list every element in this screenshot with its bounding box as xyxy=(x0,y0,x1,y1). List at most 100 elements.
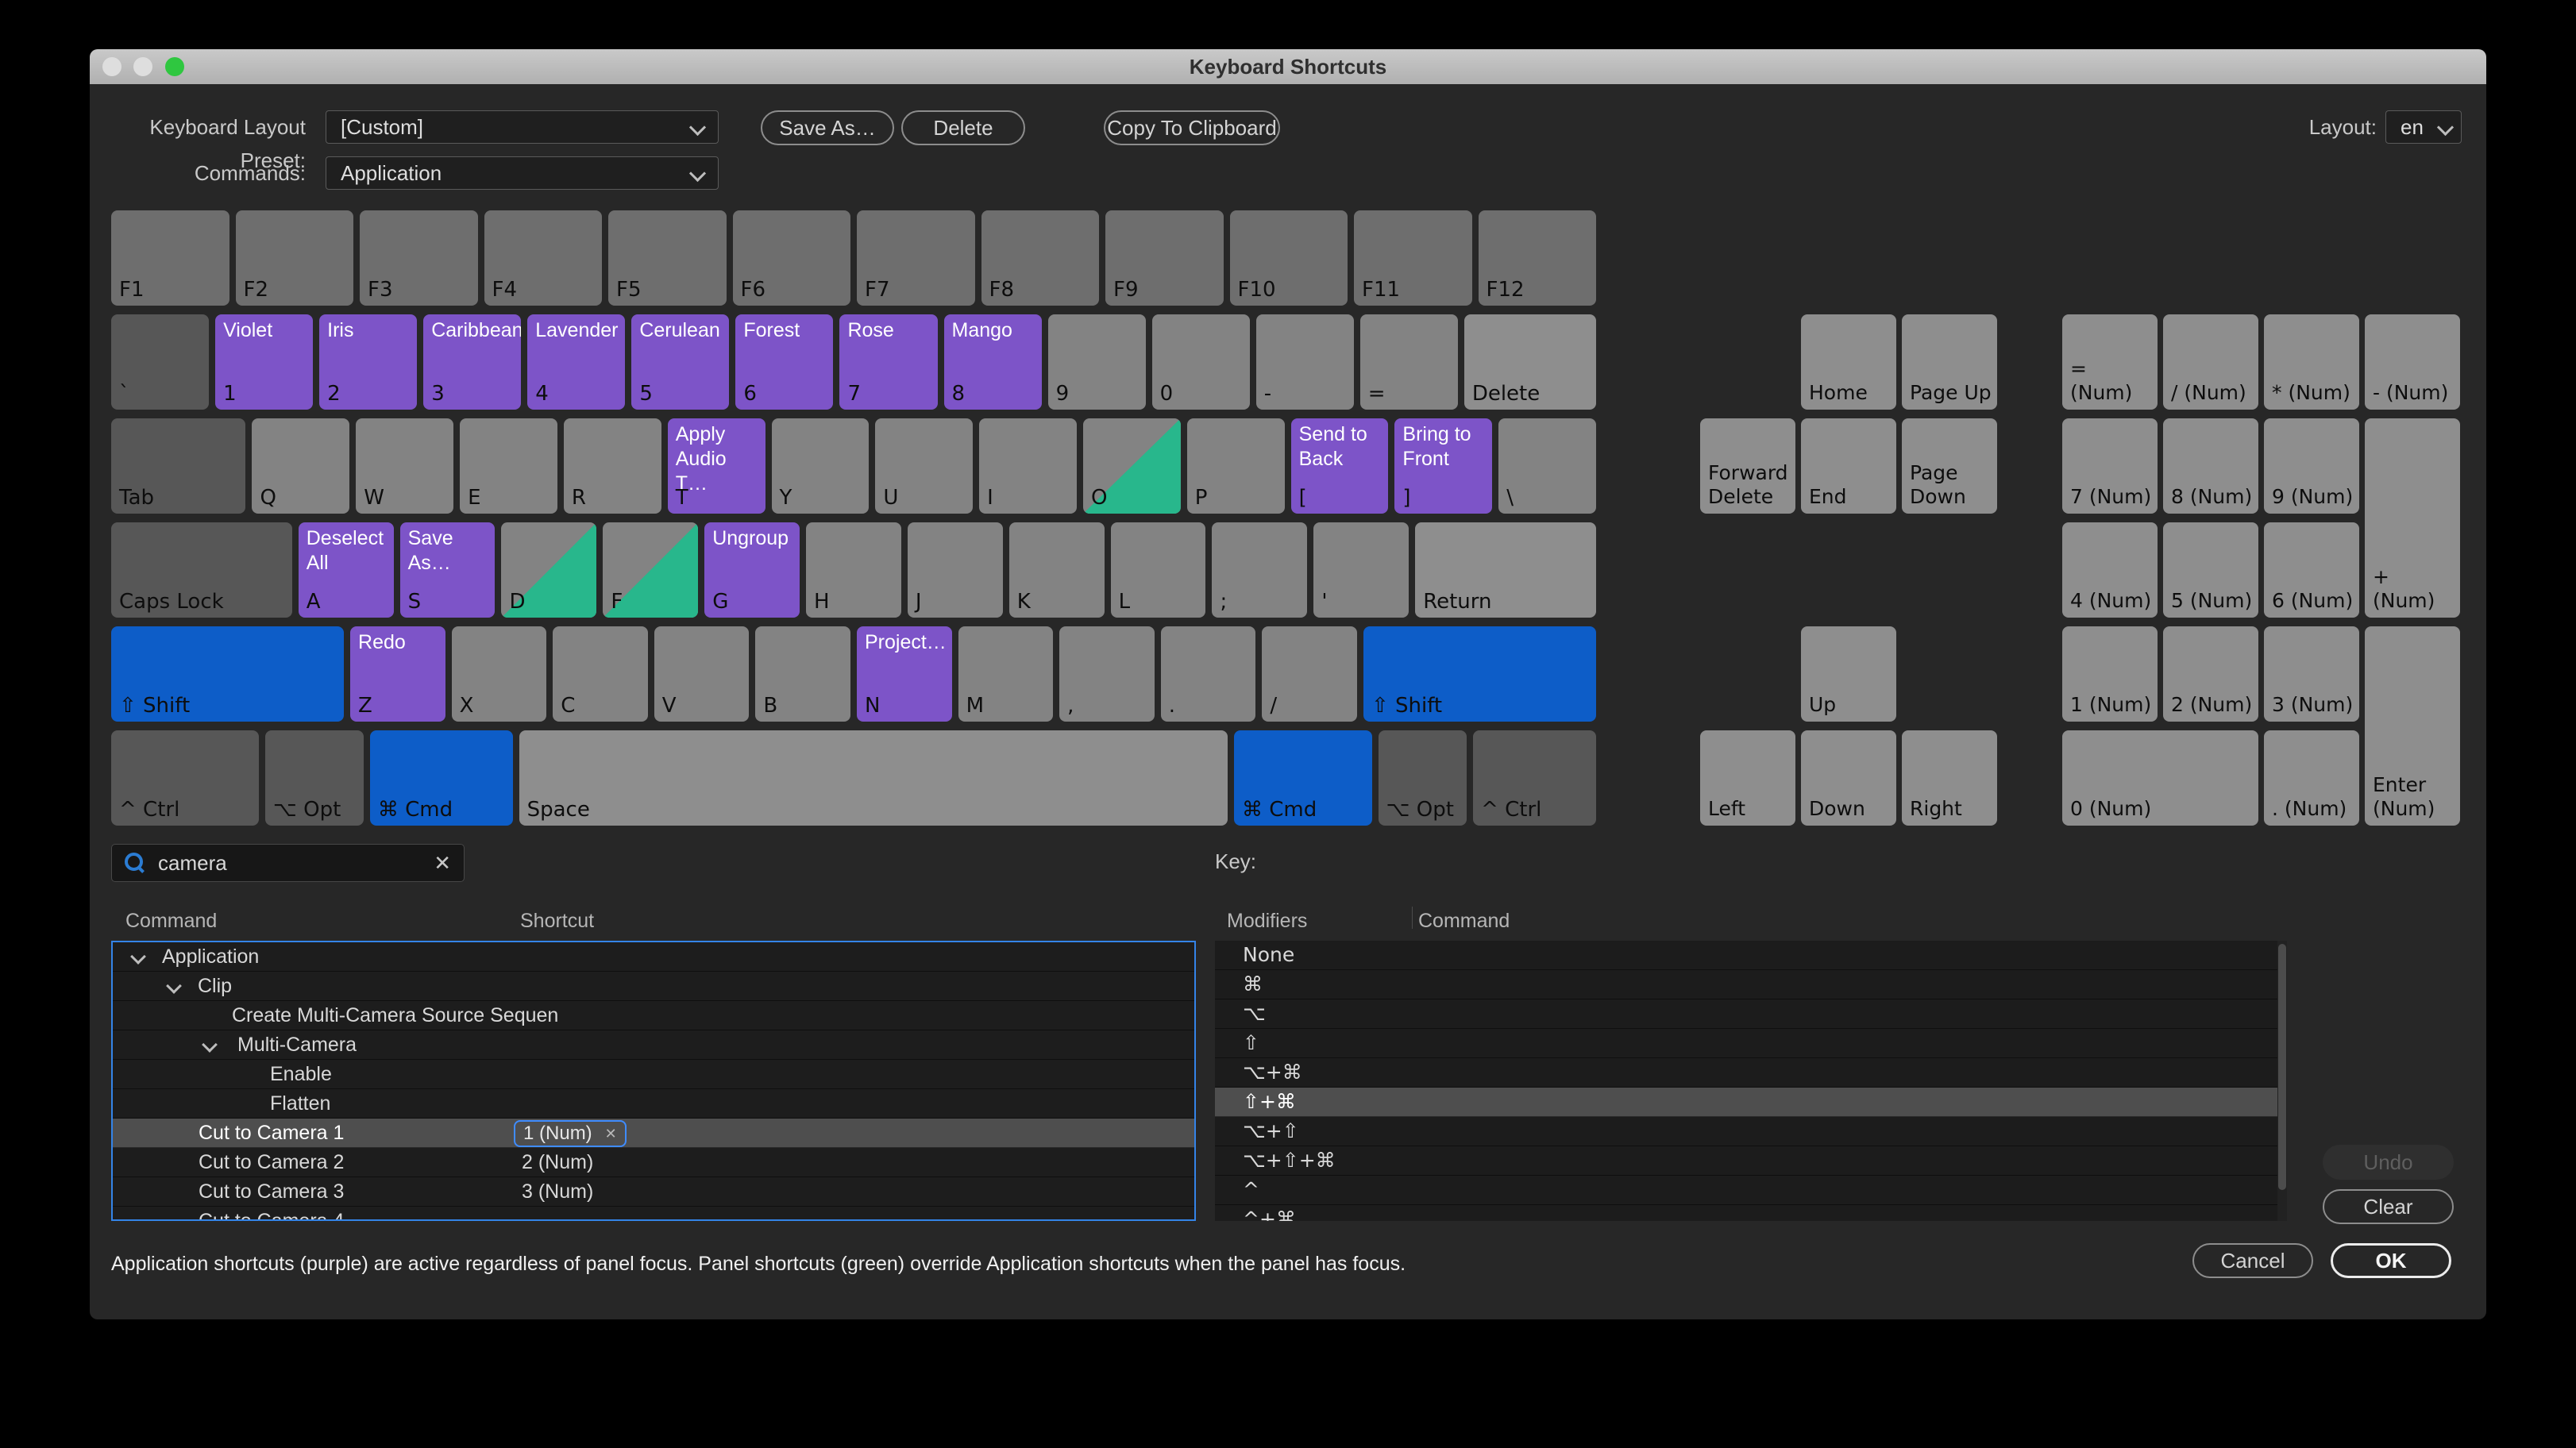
key-4-num[interactable]: 4 (Num) xyxy=(2062,522,2158,618)
zoom-window-icon[interactable] xyxy=(165,57,184,76)
key-f1[interactable]: F1 xyxy=(111,210,229,306)
key-page-up[interactable]: Page Up xyxy=(1902,314,1997,410)
key-tab[interactable]: Tab xyxy=(111,418,246,514)
command-row[interactable]: Multi-Camera xyxy=(113,1030,1194,1060)
key-2-num[interactable]: 2 (Num) xyxy=(2163,626,2258,722)
key-3[interactable]: Caribbean 3 xyxy=(423,314,522,410)
key-f[interactable]: F xyxy=(603,522,699,618)
preset-dropdown[interactable]: [Custom] xyxy=(326,110,719,144)
key-+-num[interactable]: + (Num) xyxy=(2365,418,2460,618)
clear-button[interactable]: Clear xyxy=(2323,1189,2454,1224)
close-window-icon[interactable] xyxy=(102,57,121,76)
key-s[interactable]: Save As… S xyxy=(399,522,496,618)
commands-dropdown[interactable]: Application xyxy=(326,156,719,190)
key-opt-right[interactable]: ⌥ Opt xyxy=(1378,730,1467,826)
key-caps-lock[interactable]: Caps Lock xyxy=(111,522,292,618)
key-num[interactable]: * (Num) xyxy=(2264,314,2359,410)
key-[interactable]: ` xyxy=(111,314,210,410)
key-[interactable]: Send to Back [ xyxy=(1290,418,1389,514)
key-[interactable]: . xyxy=(1160,626,1256,722)
key-[interactable]: = xyxy=(1359,314,1458,410)
key-1[interactable]: Violet 1 xyxy=(215,314,314,410)
key-f9[interactable]: F9 xyxy=(1105,210,1224,306)
key-forward-delete[interactable]: Forward Delete xyxy=(1700,418,1795,514)
key-[interactable]: \ xyxy=(1498,418,1597,514)
scrollbar[interactable] xyxy=(2277,941,2287,1221)
ok-button[interactable]: OK xyxy=(2331,1243,2451,1278)
key-page-down[interactable]: Page Down xyxy=(1902,418,1997,514)
key-a[interactable]: Deselect All A xyxy=(298,522,394,618)
search-input[interactable] xyxy=(156,849,434,876)
key-m[interactable]: M xyxy=(958,626,1054,722)
key-w[interactable]: W xyxy=(356,418,454,514)
key-8-num[interactable]: 8 (Num) xyxy=(2163,418,2258,514)
key-n[interactable]: Project… N xyxy=(856,626,952,722)
key-[interactable]: / xyxy=(1262,626,1357,722)
key-x[interactable]: X xyxy=(451,626,547,722)
key-l[interactable]: L xyxy=(1110,522,1206,618)
key-0-num[interactable]: 0 (Num) xyxy=(2062,730,2258,826)
modifier-row[interactable]: ⇧ xyxy=(1215,1029,2287,1058)
key-1-num[interactable]: 1 (Num) xyxy=(2062,626,2158,722)
key-right[interactable]: Right xyxy=(1902,730,1997,826)
modifier-row[interactable]: ⌘ xyxy=(1215,970,2287,999)
key-num[interactable]: - (Num) xyxy=(2365,314,2460,410)
key-f3[interactable]: F3 xyxy=(360,210,478,306)
key-5[interactable]: Cerulean 5 xyxy=(631,314,730,410)
key-[interactable]: ' xyxy=(1313,522,1409,618)
key-0[interactable]: 0 xyxy=(1151,314,1250,410)
command-row[interactable]: Clip xyxy=(113,972,1194,1001)
key-home[interactable]: Home xyxy=(1801,314,1896,410)
key-d[interactable]: D xyxy=(501,522,597,618)
key-3-num[interactable]: 3 (Num) xyxy=(2264,626,2359,722)
key-z[interactable]: Redo Z xyxy=(350,626,445,722)
command-row[interactable]: Application xyxy=(113,942,1194,972)
key-6[interactable]: Forest 6 xyxy=(735,314,834,410)
key-num[interactable]: . (Num) xyxy=(2264,730,2359,826)
modifier-row[interactable]: ⌥+⌘ xyxy=(1215,1058,2287,1088)
chevron-down-icon[interactable] xyxy=(166,978,182,994)
clear-search-icon[interactable]: ✕ xyxy=(434,850,451,875)
key-p[interactable]: P xyxy=(1186,418,1285,514)
key-[interactable]: - xyxy=(1255,314,1354,410)
command-shortcut-table[interactable]: Application Clip Create Multi-Camera Sourc… xyxy=(111,941,1196,1221)
key-cmd-left[interactable]: ⌘ Cmd xyxy=(369,730,513,826)
key-return[interactable]: Return xyxy=(1415,522,1596,618)
key-e[interactable]: E xyxy=(460,418,557,514)
key-[interactable]: , xyxy=(1059,626,1155,722)
key-9[interactable]: 9 xyxy=(1047,314,1146,410)
key-num[interactable]: / (Num) xyxy=(2163,314,2258,410)
key-space[interactable]: Space xyxy=(519,730,1228,826)
scrollbar-thumb[interactable] xyxy=(2278,944,2286,1190)
command-row[interactable]: Cut to Camera 4 xyxy=(113,1207,1194,1219)
key-delete[interactable]: Delete xyxy=(1463,314,1596,410)
delete-button[interactable]: Delete xyxy=(901,110,1025,145)
save-as-button[interactable]: Save As… xyxy=(761,110,894,145)
key-5-num[interactable]: 5 (Num) xyxy=(2163,522,2258,618)
command-row[interactable]: Cut to Camera 2 2 (Num) xyxy=(113,1148,1194,1177)
modifier-row[interactable]: ^+⌘ xyxy=(1215,1205,2287,1221)
key-f7[interactable]: F7 xyxy=(857,210,975,306)
key-y[interactable]: Y xyxy=(771,418,870,514)
key-j[interactable]: J xyxy=(907,522,1003,618)
key-4[interactable]: Lavender 4 xyxy=(527,314,626,410)
chevron-down-icon[interactable] xyxy=(130,949,146,965)
key-[interactable]: ; xyxy=(1212,522,1308,618)
key-enter-num[interactable]: Enter (Num) xyxy=(2365,626,2460,826)
command-row[interactable]: Enable xyxy=(113,1060,1194,1089)
key-f2[interactable]: F2 xyxy=(235,210,353,306)
key-8[interactable]: Mango 8 xyxy=(943,314,1042,410)
key-[interactable]: Bring to Front] xyxy=(1394,418,1493,514)
chevron-down-icon[interactable] xyxy=(202,1037,218,1053)
minimize-window-icon[interactable] xyxy=(133,57,152,76)
key-left[interactable]: Left xyxy=(1700,730,1795,826)
key-cmd-right[interactable]: ⌘ Cmd xyxy=(1234,730,1372,826)
cancel-button[interactable]: Cancel xyxy=(2192,1243,2313,1278)
key-shift-right[interactable]: ⇧ Shift xyxy=(1363,626,1596,722)
key-f4[interactable]: F4 xyxy=(484,210,602,306)
command-row[interactable]: Cut to Camera 3 3 (Num) xyxy=(113,1177,1194,1207)
titlebar[interactable]: Keyboard Shortcuts xyxy=(90,49,2486,84)
key-f10[interactable]: F10 xyxy=(1229,210,1348,306)
key-o[interactable]: O xyxy=(1082,418,1181,514)
key-shift-left[interactable]: ⇧ Shift xyxy=(111,626,345,722)
